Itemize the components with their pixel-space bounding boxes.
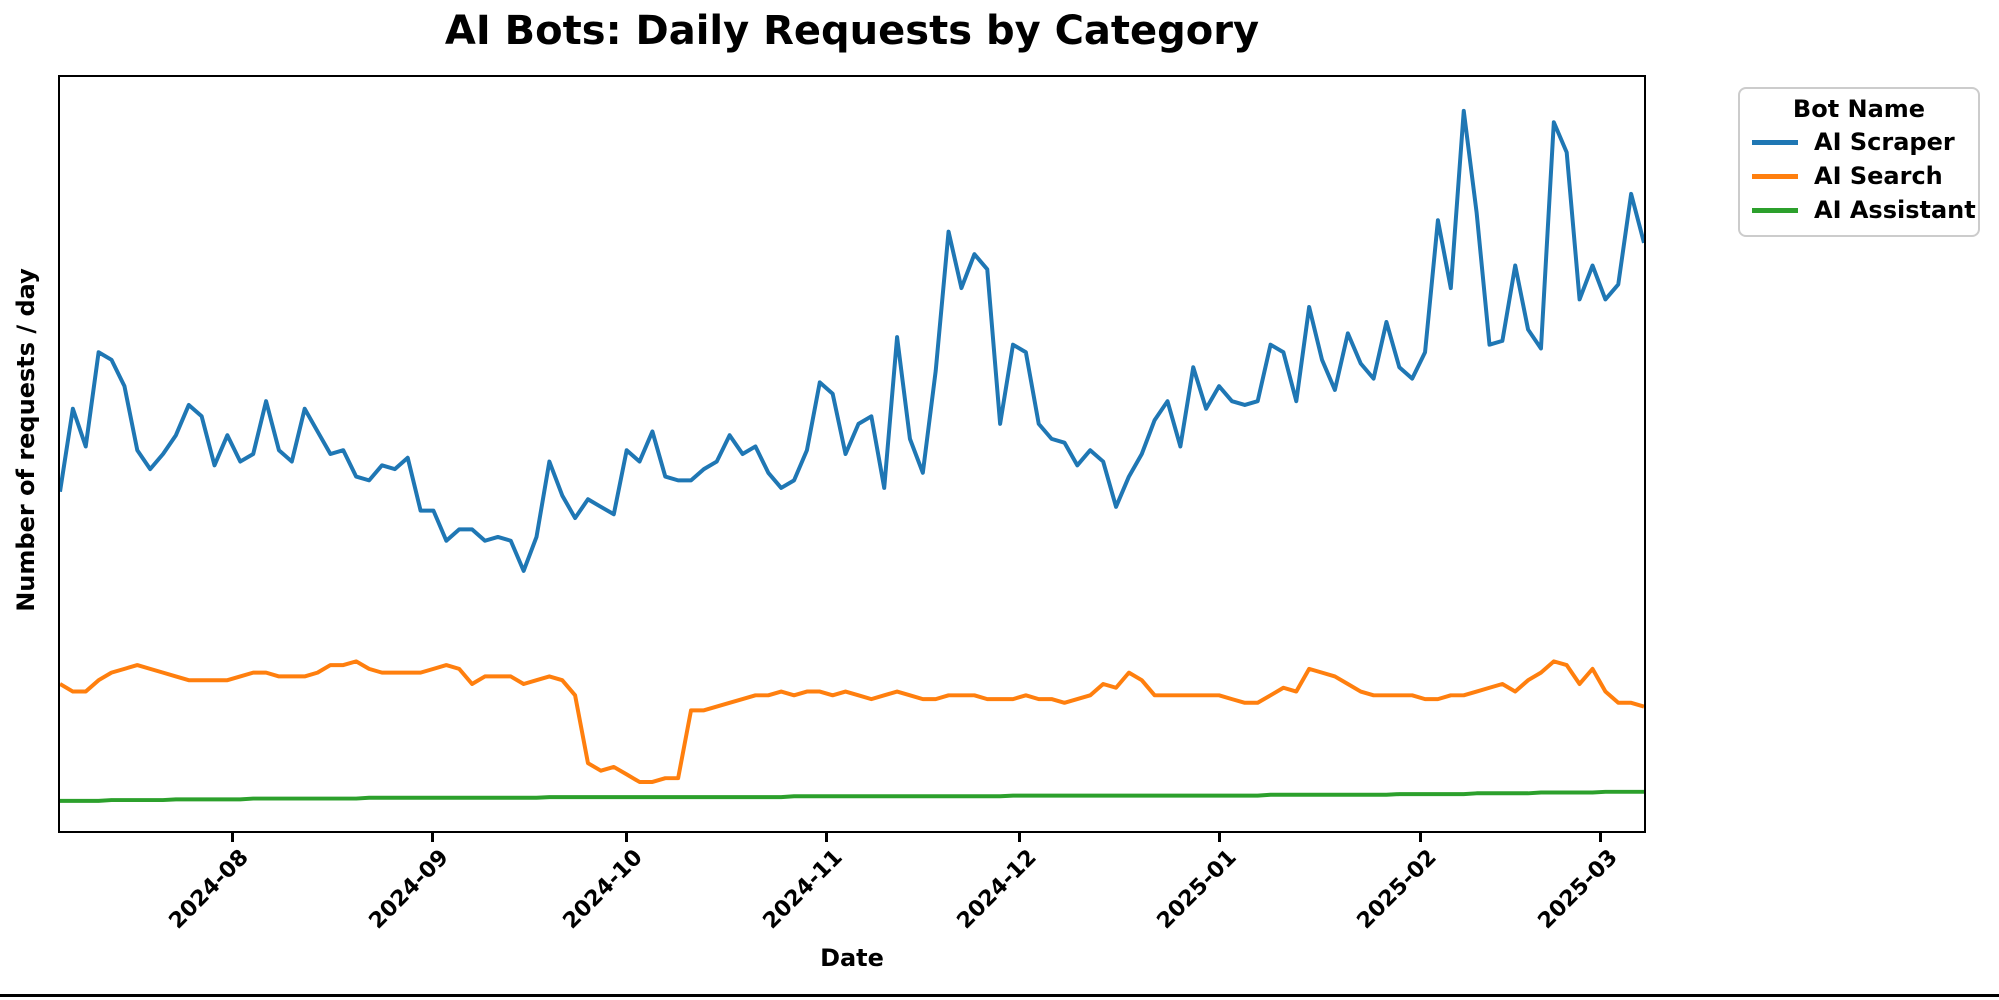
x-tick-mark <box>230 833 234 842</box>
plot-area <box>58 75 1646 833</box>
x-tick-label: 2025-02 <box>1352 845 1442 935</box>
legend-item: AI Assistant <box>1752 193 1976 227</box>
legend-line-swatch <box>1752 207 1798 213</box>
legend-title: Bot Name <box>1792 95 1926 123</box>
series-line-ai-scraper <box>60 108 1644 573</box>
x-tick-mark <box>1018 833 1022 842</box>
x-tick-mark <box>1218 833 1222 842</box>
series-line-ai-search <box>60 659 1644 784</box>
legend-line-swatch <box>1752 173 1798 179</box>
bottom-border-line <box>0 994 1999 997</box>
x-tick-mark <box>824 833 828 842</box>
x-axis-label: Date <box>820 944 884 972</box>
x-tick-mark <box>1418 833 1422 842</box>
legend-items: AI Scraper AI Search AI Assistant <box>1752 125 1976 227</box>
x-tick-mark <box>624 833 628 842</box>
legend-label: AI Scraper <box>1814 128 1955 156</box>
x-tick-label: 2024-11 <box>758 845 848 935</box>
x-tick-label: 2024-08 <box>164 845 254 935</box>
x-tick-label: 2025-03 <box>1533 845 1623 935</box>
x-tick-label: 2025-01 <box>1152 845 1242 935</box>
x-tick-mark <box>1599 833 1603 842</box>
plot-lines-svg <box>60 108 1644 803</box>
x-tick-label: 2024-12 <box>952 845 1042 935</box>
legend-label: AI Search <box>1814 162 1943 190</box>
legend: Bot Name AI Scraper AI Search AI Assistant <box>1738 87 1980 237</box>
legend-label: AI Assistant <box>1814 196 1976 224</box>
legend-item: AI Scraper <box>1752 125 1966 159</box>
x-tick-label: 2024-09 <box>364 845 455 935</box>
series-line-ai-assistant <box>60 789 1644 803</box>
legend-line-swatch <box>1752 139 1798 145</box>
x-tick-mark <box>430 833 434 842</box>
x-tick-label: 2024-10 <box>558 845 648 935</box>
legend-item: AI Search <box>1752 159 1966 193</box>
y-axis-label: Number of requests / day <box>12 268 40 612</box>
chart-title: AI Bots: Daily Requests by Category <box>444 8 1260 54</box>
